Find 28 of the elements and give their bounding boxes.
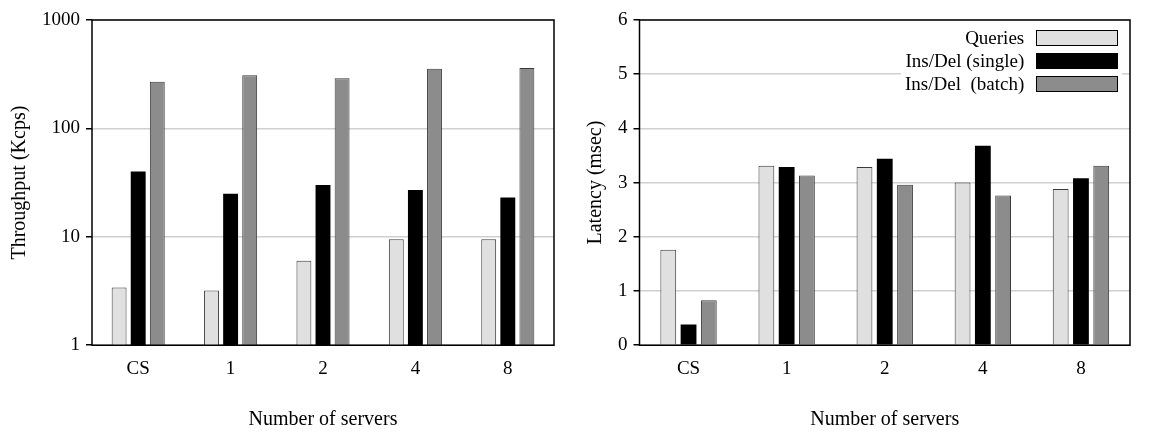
- y-tick-label: 1: [618, 278, 628, 300]
- legend-label: Ins/Del (batch): [905, 72, 1025, 95]
- x-tick-label: CS: [676, 356, 701, 378]
- y-tick-label: 10: [61, 224, 80, 246]
- y-axis-title: Latency (msec): [583, 120, 607, 245]
- x-tick-label: 8: [1076, 356, 1086, 378]
- y-tick-label: 6: [618, 7, 628, 29]
- x-tick-label: 1: [225, 356, 236, 378]
- x-tick-label: 4: [978, 356, 989, 378]
- x-tick-label: 2: [318, 356, 328, 378]
- y-tick-label: 5: [618, 62, 628, 84]
- y-tick-label: 2: [618, 224, 628, 246]
- x-tick-label: 4: [410, 356, 421, 378]
- legend-label: Queries: [965, 26, 1025, 49]
- x-tick-label: 8: [503, 356, 513, 378]
- legend-label: Ins/Del (single): [905, 49, 1025, 72]
- x-axis-title: Number of servers: [810, 407, 960, 430]
- x-axis-title: Number of servers: [248, 407, 398, 430]
- y-tick-label: 4: [618, 116, 628, 138]
- y-tick-label: 0: [618, 333, 628, 355]
- y-tick-label: 1: [70, 333, 80, 355]
- y-axis-title: Throughput (Kcps): [7, 105, 31, 260]
- y-tick-label: 100: [51, 116, 80, 138]
- x-tick-label: CS: [126, 356, 150, 378]
- x-tick-label: 1: [781, 356, 792, 378]
- x-tick-label: 2: [880, 356, 890, 378]
- y-tick-label: 1000: [42, 7, 80, 29]
- y-tick-label: 3: [618, 170, 628, 192]
